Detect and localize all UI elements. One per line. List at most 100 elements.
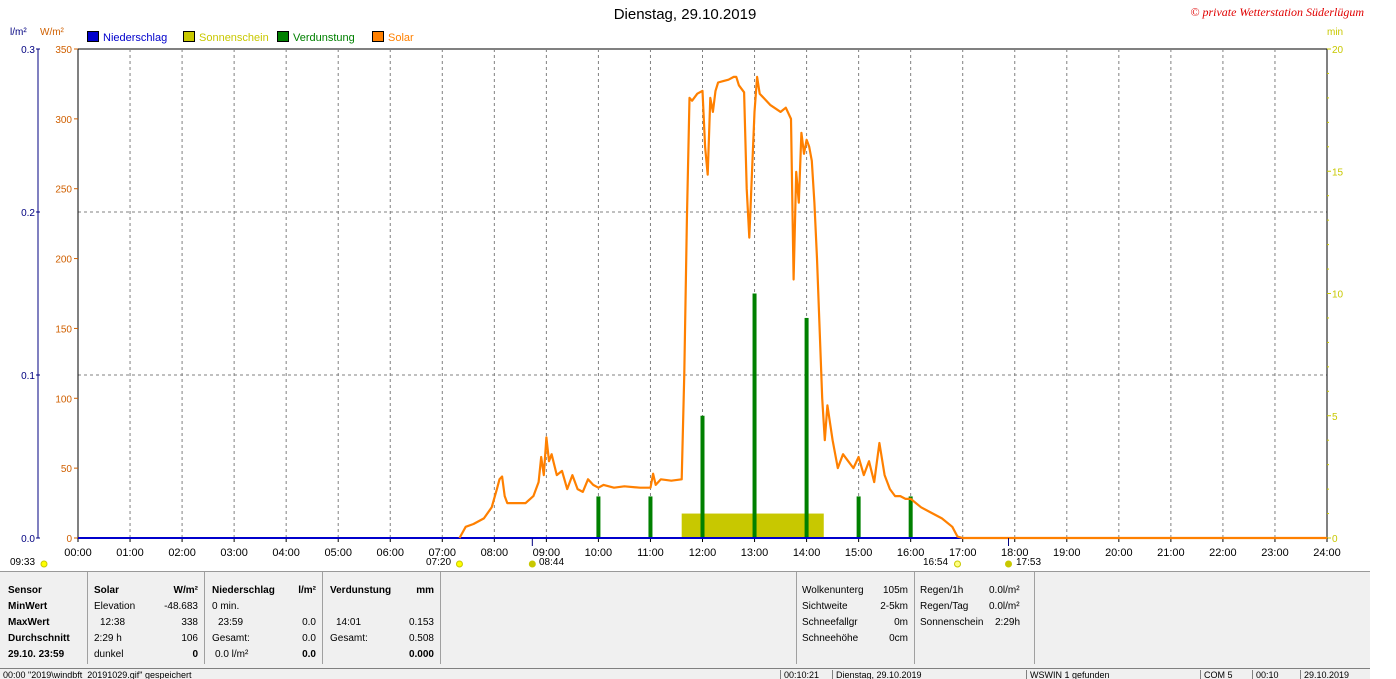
marker-sunset: 16:54: [923, 557, 949, 568]
snowfall-limit-label: Schneefallgr: [802, 617, 858, 628]
solar-column: Solar W/m² Elevation -48.683 12:38 338 2…: [88, 572, 205, 664]
niederschlag-max-time: 23:59: [218, 617, 244, 628]
min-tick-label: 0: [1332, 534, 1338, 545]
niederschlag-header: Niederschlag: [212, 585, 275, 596]
visibility-value: 2-5km: [880, 601, 908, 612]
min-tick-label: 15: [1332, 167, 1344, 178]
x-tick-label: 09:00: [533, 547, 561, 559]
legend-niederschlag: Niederschlag: [87, 31, 167, 44]
x-tick-label: 20:00: [1105, 547, 1133, 559]
solar-tick-label: 350: [55, 45, 72, 56]
x-tick-label: 21:00: [1157, 547, 1185, 559]
verdunstung-total-value: 0.508: [408, 633, 434, 644]
solar-line: [458, 75, 1327, 540]
x-tick-label: 11:00: [637, 547, 664, 559]
verdunstung-column: Verdunstung mm 14:01 0.153 Gesamt: 0.508…: [323, 572, 441, 664]
x-tick-label: 19:00: [1053, 547, 1081, 559]
sunshine-value: 2:29h: [995, 617, 1021, 628]
solar-min-value: -48.683: [164, 601, 198, 612]
x-tick-label: 12:00: [689, 547, 717, 559]
niederschlag-max-value: 0.0: [302, 617, 316, 628]
weather-column: Wolkenunterg 105m Sichtweite 2-5km Schne…: [796, 572, 915, 664]
solar-tick-label: 150: [55, 324, 72, 335]
sunshine-label: Sonnenschein: [920, 617, 984, 628]
status-message: 00:00 "2019\windbft_20191029.gif" gespei…: [3, 670, 192, 679]
evaporation-bar: [908, 496, 913, 538]
solar-tick-label: 200: [55, 255, 72, 266]
sensor-column: Sensor MinWert MaxWert Durchschnitt 29.1…: [0, 572, 88, 664]
legend-swatch-icon: [372, 31, 384, 42]
sun-marker-icon: [1005, 560, 1013, 568]
durchschnitt-label: Durchschnitt: [8, 633, 70, 644]
verdunstung-header: Verdunstung: [330, 585, 392, 596]
verdunstung-last-value: 0.000: [408, 649, 434, 660]
evaporation-bar: [648, 496, 653, 538]
rain-tick-label: 0.1: [21, 371, 35, 382]
marker-time-2: 17:53: [1016, 557, 1042, 568]
evaporation-bar: [752, 293, 757, 538]
solar-avg-label: 2:29 h: [94, 633, 122, 644]
legend-label: Verdunstung: [293, 32, 355, 44]
x-tick-label: 10:00: [585, 547, 613, 559]
sensor-label: Sensor: [8, 585, 42, 596]
verdunstung-unit: mm: [416, 585, 434, 596]
niederschlag-unit: l/m²: [298, 585, 316, 596]
x-tick-label: 18:00: [1001, 547, 1029, 559]
legend-label: Solar: [388, 32, 414, 44]
min-unit-label: min: [1327, 27, 1344, 38]
minwert-label: MinWert: [8, 601, 48, 612]
niederschlag-last-label: 0.0 l/m²: [215, 649, 249, 660]
niederschlag-column: Niederschlag l/m² 0 min. 23:59 0.0 Gesam…: [205, 572, 323, 664]
solar-tick-label: 0: [66, 534, 72, 545]
rain-tick-label: 0.0: [21, 534, 35, 545]
x-tick-label: 24:00: [1313, 547, 1341, 559]
solar-header: Solar: [94, 585, 120, 596]
rain-day-value: 0.0l/m²: [989, 601, 1020, 612]
niederschlag-total-value: 0.0: [302, 633, 316, 644]
solar-max-time: 12:38: [100, 617, 126, 628]
snowfall-limit-value: 0m: [894, 617, 908, 628]
cloud-base-value: 105m: [882, 585, 908, 596]
rain-unit-label: l/m²: [10, 27, 27, 38]
status-time: 00:10:21: [780, 670, 819, 679]
marker-time-1: 08:44: [539, 557, 565, 568]
niederschlag-min: 0 min.: [212, 601, 240, 612]
x-tick-label: 06:00: [376, 547, 404, 559]
rain-tick-label: 0.2: [21, 208, 35, 219]
x-tick-label: 17:00: [949, 547, 977, 559]
evaporation-bar: [804, 317, 809, 538]
rain-hour-label: Regen/1h: [920, 585, 964, 596]
solar-tick-label: 100: [55, 394, 72, 405]
rain-tick-label: 0.3: [21, 45, 35, 56]
copyright-text: © private Wetterstation Süderlügum: [1190, 5, 1364, 19]
sun-marker-icon: [455, 560, 463, 568]
evaporation-bar: [596, 496, 601, 538]
solar-last-value: 0: [192, 649, 198, 660]
x-tick-label: 03:00: [220, 547, 248, 559]
legend-swatch-icon: [183, 31, 195, 42]
niederschlag-last-value: 0.0: [302, 649, 316, 660]
maxwert-label: MaxWert: [8, 617, 50, 628]
evaporation-bar: [700, 415, 705, 538]
solar-tick-label: 250: [55, 185, 72, 196]
x-tick-label: 14:00: [793, 547, 821, 559]
verdunstung-max-value: 0.153: [408, 617, 434, 628]
status-date-long: Dienstag, 29.10.2019: [832, 670, 922, 679]
marker-left-time: 09:33: [10, 557, 36, 568]
legend-sonnenschein: Sonnenschein: [183, 31, 269, 44]
solar-min-label: Elevation: [94, 601, 136, 612]
sun-marker-icon: [954, 560, 962, 568]
date-label: 29.10. 23:59: [8, 649, 65, 660]
legend-label: Niederschlag: [103, 32, 168, 44]
sun-marker-icon: [528, 560, 536, 568]
marker-sunrise: 07:20: [426, 557, 452, 568]
x-tick-label: 05:00: [324, 547, 352, 559]
verdunstung-total-label: Gesamt:: [330, 633, 368, 644]
status-bar: 00:00 "2019\windbft_20191029.gif" gespei…: [0, 668, 1370, 679]
x-tick-label: 22:00: [1209, 547, 1237, 559]
x-tick-label: 00:00: [64, 547, 92, 559]
sun-marker-icon: [40, 560, 48, 568]
status-date: 29.10.2019: [1300, 670, 1349, 679]
rain-sun-column: Regen/1h 0.0l/m² Regen/Tag 0.0l/m² Sonne…: [914, 572, 1035, 664]
solar-unit-label: W/m²: [40, 27, 64, 38]
